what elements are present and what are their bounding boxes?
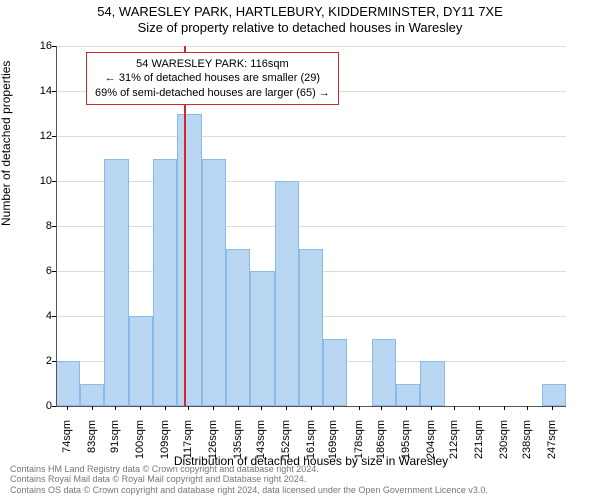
x-tick-mark <box>311 406 312 410</box>
histogram-bar <box>104 159 128 407</box>
x-tick-mark <box>359 406 360 410</box>
y-tick-label: 8 <box>12 220 52 232</box>
x-tick-mark <box>552 406 553 410</box>
x-tick-mark <box>504 406 505 410</box>
footer-line-3: Contains OS data © Crown copyright and d… <box>10 485 488 496</box>
y-tick-label: 4 <box>12 310 52 322</box>
y-tick-label: 6 <box>12 265 52 277</box>
histogram-bar <box>542 384 566 407</box>
x-tick-mark <box>454 406 455 410</box>
histogram-bar <box>56 361 80 406</box>
x-tick-mark <box>238 406 239 410</box>
title-line-2: Size of property relative to detached ho… <box>0 20 600 36</box>
histogram-bar <box>299 249 323 407</box>
histogram-bar <box>372 339 396 407</box>
x-tick-label: 247sqm <box>546 420 558 480</box>
x-tick-mark <box>479 406 480 410</box>
histogram-bar <box>153 159 177 407</box>
y-axis-line <box>56 46 57 406</box>
x-tick-label: 238sqm <box>521 420 533 480</box>
footer-attribution: Contains HM Land Registry data © Crown c… <box>10 464 488 496</box>
plot-area: 54 WARESLEY PARK: 116sqm← 31% of detache… <box>56 46 566 406</box>
histogram-bar <box>177 114 201 407</box>
histogram-bar <box>80 384 104 407</box>
title-line-1: 54, WARESLEY PARK, HARTLEBURY, KIDDERMIN… <box>0 4 600 20</box>
y-tick-label: 2 <box>12 355 52 367</box>
y-tick-label: 12 <box>12 130 52 142</box>
x-tick-mark <box>431 406 432 410</box>
histogram-bar <box>323 339 347 407</box>
x-tick-mark <box>140 406 141 410</box>
histogram-bar <box>396 384 420 407</box>
y-tick-mark <box>52 316 56 317</box>
histogram-bar <box>129 316 153 406</box>
y-tick-label: 0 <box>12 400 52 412</box>
histogram-bar <box>250 271 274 406</box>
y-tick-label: 16 <box>12 40 52 52</box>
x-tick-mark <box>67 406 68 410</box>
histogram-bar <box>275 181 299 406</box>
x-tick-mark <box>527 406 528 410</box>
x-tick-mark <box>188 406 189 410</box>
y-tick-mark <box>52 361 56 362</box>
x-tick-mark <box>165 406 166 410</box>
annotation-line-1: 54 WARESLEY PARK: 116sqm <box>95 57 330 71</box>
footer-line-1: Contains HM Land Registry data © Crown c… <box>10 464 488 475</box>
title-block: 54, WARESLEY PARK, HARTLEBURY, KIDDERMIN… <box>0 4 600 37</box>
histogram-bar <box>226 249 250 407</box>
x-tick-mark <box>333 406 334 410</box>
x-tick-mark <box>406 406 407 410</box>
y-tick-label: 14 <box>12 85 52 97</box>
annotation-box: 54 WARESLEY PARK: 116sqm← 31% of detache… <box>86 52 339 105</box>
footer-line-2: Contains Royal Mail data © Royal Mail co… <box>10 474 488 485</box>
x-tick-mark <box>92 406 93 410</box>
x-tick-mark <box>286 406 287 410</box>
histogram-bar <box>420 361 444 406</box>
y-tick-mark <box>52 271 56 272</box>
y-tick-mark <box>52 406 56 407</box>
y-tick-label: 10 <box>12 175 52 187</box>
chart-container: 54, WARESLEY PARK, HARTLEBURY, KIDDERMIN… <box>0 0 600 500</box>
grid-line <box>56 181 566 182</box>
x-tick-mark <box>213 406 214 410</box>
annotation-line-2: ← 31% of detached houses are smaller (29… <box>95 71 330 85</box>
histogram-bar <box>202 159 226 407</box>
x-tick-mark <box>261 406 262 410</box>
annotation-line-3: 69% of semi-detached houses are larger (… <box>95 86 330 100</box>
y-tick-mark <box>52 46 56 47</box>
x-tick-mark <box>381 406 382 410</box>
y-tick-mark <box>52 91 56 92</box>
grid-line <box>56 46 566 47</box>
x-tick-mark <box>115 406 116 410</box>
grid-line <box>56 226 566 227</box>
y-tick-mark <box>52 226 56 227</box>
y-tick-mark <box>52 136 56 137</box>
y-tick-mark <box>52 181 56 182</box>
grid-line <box>56 136 566 137</box>
x-tick-label: 230sqm <box>498 420 510 480</box>
